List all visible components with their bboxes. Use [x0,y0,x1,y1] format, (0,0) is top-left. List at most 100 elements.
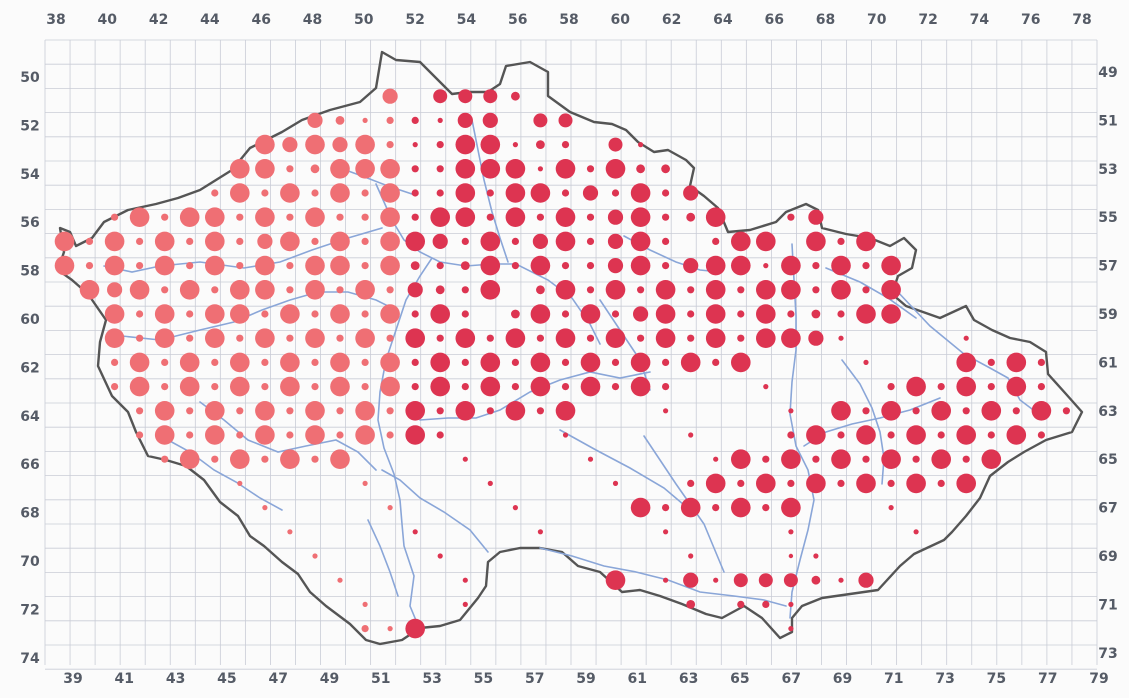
bottom-axis-label: 53 [422,671,441,687]
occurrence-dot [630,183,651,203]
occurrence-dot [262,505,268,511]
occurrence-dot [261,358,269,366]
occurrence-dot [211,286,219,294]
occurrence-dot [161,383,169,391]
occurrence-dot [586,237,595,245]
occurrence-dot [312,553,318,559]
occurrence-dot [136,262,144,270]
occurrence-dot [781,449,801,470]
occurrence-dot [407,282,423,298]
occurrence-dot [405,328,426,349]
occurrence-dot [662,237,670,245]
occurrence-dot [611,310,620,318]
occurrence-dot [881,449,901,470]
occurrence-dot [630,231,651,252]
bottom-axis-label: 67 [781,671,800,687]
occurrence-dot [405,231,426,252]
occurrence-dot [435,285,445,295]
occurrence-dot [787,479,795,487]
bottom-axis-label: 61 [628,671,647,687]
occurrence-dots [54,88,1070,639]
top-axis-label: 78 [1072,12,1091,28]
occurrence-dot [205,401,225,421]
occurrence-dot [236,237,244,245]
left-axis-label: 72 [20,602,39,618]
occurrence-dot [887,383,895,391]
occurrence-dot [937,383,945,391]
occurrence-dot [179,449,200,470]
occurrence-dot [655,280,676,300]
right-axis-label: 49 [1098,65,1117,81]
occurrence-dot [831,401,851,421]
occurrence-dot [962,455,970,463]
bottom-axis-label: 39 [63,671,82,687]
occurrence-dot [505,159,526,179]
occurrence-dot [432,233,448,249]
occurrence-dot [806,473,826,494]
occurrence-dot [586,165,595,173]
occurrence-dot [582,185,599,201]
occurrence-dot [607,209,624,225]
occurrence-dot [355,425,375,445]
occurrence-dot [530,183,551,203]
occurrence-dot [255,401,275,421]
occurrence-dot [881,280,901,300]
occurrence-dot [382,88,398,104]
top-axis-label: 76 [1021,12,1040,28]
occurrence-dot [612,480,619,486]
top-axis-label: 38 [46,12,65,28]
occurrence-dot [783,573,798,588]
bottom-axis-label: 55 [474,671,493,687]
occurrence-dot [812,455,820,463]
occurrence-dot [731,497,751,518]
occurrence-dot [561,189,570,197]
occurrence-dot [881,401,901,421]
occurrence-dot [330,255,350,276]
occurrence-dot [662,189,670,197]
occurrence-dot [633,306,649,322]
occurrence-dot [536,407,545,415]
river-chrudimka [599,299,651,391]
occurrence-dot [280,183,300,203]
right-axis-label: 55 [1098,210,1117,226]
occurrence-dot [862,262,870,270]
occurrence-dot [731,255,751,276]
occurrence-dot [236,431,244,439]
river-malse [367,519,399,597]
occurrence-dot [607,233,624,249]
occurrence-dot [837,237,845,245]
occurrence-dot [981,401,1002,421]
occurrence-dot [211,455,219,463]
occurrence-dot [536,285,545,295]
occurrence-dot [136,237,144,245]
occurrence-dot [611,358,620,366]
left-axis-label: 52 [20,118,39,134]
occurrence-dot [655,304,676,324]
occurrence-dot [305,255,325,276]
occurrence-dot [461,286,469,294]
occurrence-dot [305,425,325,445]
occurrence-dot [236,213,244,221]
occurrence-dot [461,358,469,366]
occurrence-dot [662,213,670,221]
occurrence-dot [386,407,394,415]
occurrence-dot [460,261,470,270]
occurrence-dot [956,473,976,494]
river-sazava [419,371,651,421]
occurrence-dot [537,529,544,535]
river-jizera [471,119,509,263]
occurrence-dot [856,473,876,494]
river-vltava [377,257,433,631]
occurrence-dot [931,449,951,470]
occurrence-dot [205,328,225,349]
occurrence-dot [987,358,995,366]
right-axis-label: 57 [1098,259,1117,275]
occurrence-dot [532,233,549,249]
right-axis-label: 69 [1098,549,1117,565]
occurrence-dot [186,262,194,270]
top-axis-label: 74 [970,12,990,28]
occurrence-dot [286,407,294,415]
occurrence-dot [762,455,770,463]
top-axis-label: 58 [559,12,578,28]
occurrence-dot [355,159,375,179]
